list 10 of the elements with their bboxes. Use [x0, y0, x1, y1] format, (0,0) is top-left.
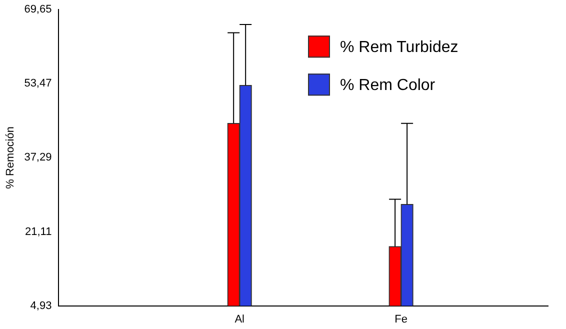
- legend-label: % Rem Turbidez: [340, 39, 458, 56]
- y-tick-label: 4,93: [30, 300, 52, 312]
- x-tick-label: Fe: [394, 313, 408, 326]
- x-tick-label: Al: [234, 313, 244, 326]
- y-tick-label: 37,29: [24, 152, 52, 164]
- y-tick-label: 53,47: [24, 78, 52, 90]
- y-tick-label: 69,65: [24, 4, 52, 16]
- y-axis-title: % Remoción: [4, 126, 17, 189]
- legend-label: % Rem Color: [340, 77, 436, 94]
- y-tick-label: 21,11: [25, 226, 52, 238]
